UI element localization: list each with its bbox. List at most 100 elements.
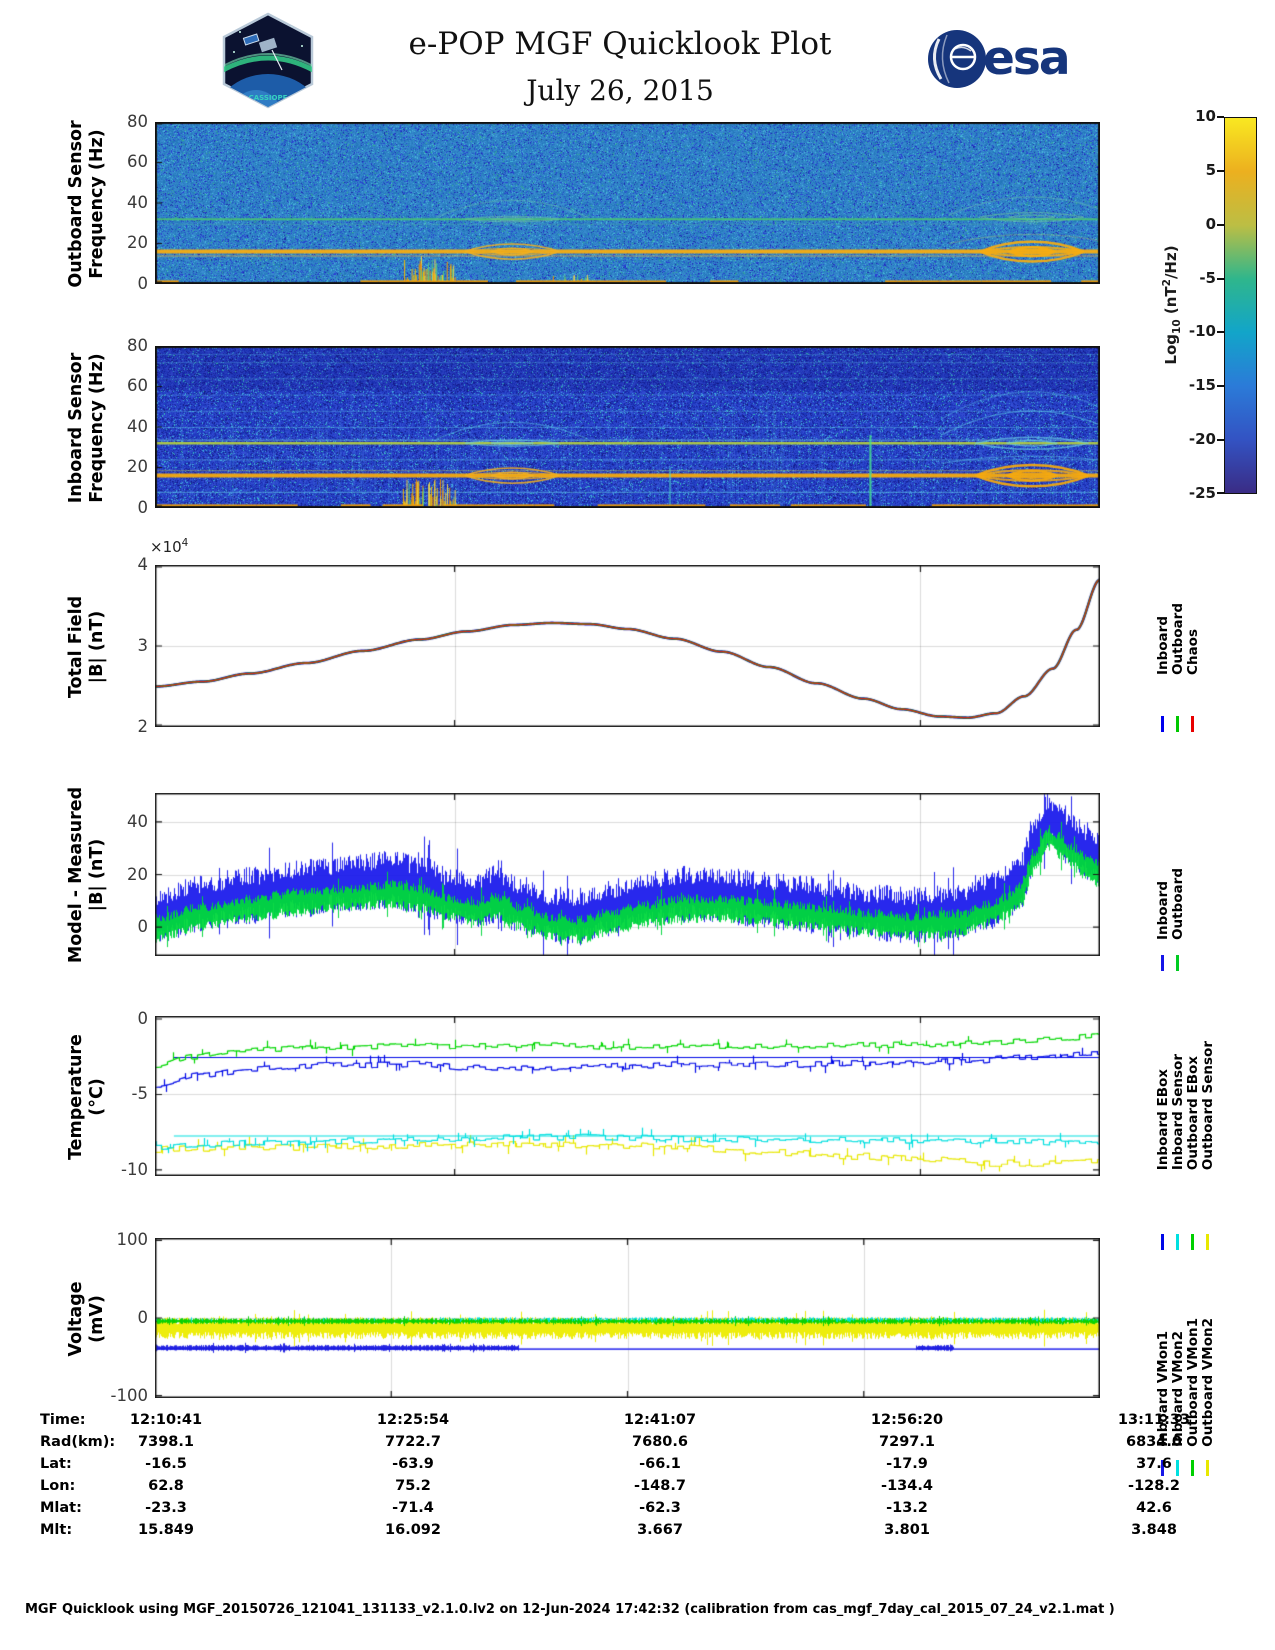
colorbar-tick — [1217, 116, 1224, 118]
ytick: 40 — [127, 193, 148, 212]
legend-entry-label: Outboard — [1169, 868, 1186, 940]
table-cell: 42.6 — [1136, 1500, 1172, 1516]
ytick: 40 — [127, 812, 148, 831]
colorbar-tick — [1217, 331, 1224, 333]
table-row-rad: Rad(km): 7398.1 7722.7 7680.6 7297.1 683… — [0, 1434, 1275, 1456]
colorbar-tick — [1217, 224, 1224, 226]
colorbar-tick — [1217, 385, 1224, 387]
ytick: 0 — [137, 1308, 149, 1327]
table-cell: 15.849 — [138, 1522, 194, 1538]
table-row-lon: Lon: 62.8 75.2 -148.7 -134.4 -128.2 — [0, 1478, 1275, 1500]
model-measured-canvas — [155, 793, 1100, 956]
colorbar-tick-label: -15 — [1188, 376, 1216, 394]
table-cell: -13.2 — [886, 1500, 928, 1516]
table-cell: 13:11:33 — [1117, 1412, 1191, 1428]
colorbar-tick — [1217, 278, 1224, 280]
legend-entry-label: Inboard — [1154, 615, 1171, 675]
table-cell: 3.848 — [1131, 1522, 1177, 1538]
colorbar-tick-label: -10 — [1188, 322, 1216, 340]
table-row-lat: Lat: -16.5 -63.9 -66.1 -17.9 37.6 — [0, 1456, 1275, 1478]
row-label: Mlat: — [40, 1500, 82, 1516]
outboard-spectrogram-canvas — [155, 122, 1100, 284]
colorbar-gradient — [1224, 117, 1257, 494]
table-cell: -148.7 — [634, 1478, 686, 1494]
legend-swatch — [1191, 1234, 1194, 1250]
ytick: 20 — [127, 457, 148, 476]
table-cell: 3.801 — [884, 1522, 930, 1538]
legend-entry-label: Outboard Sensor — [1199, 1040, 1216, 1170]
legend-swatch — [1176, 1234, 1179, 1250]
table-cell: 7722.7 — [385, 1434, 441, 1450]
table-cell: 16.092 — [385, 1522, 441, 1538]
esa-globe-icon — [928, 30, 986, 88]
model-measured-legend-swatches — [1155, 955, 1185, 971]
table-row-mlat: Mlat: -23.3 -71.4 -62.3 -13.2 42.6 — [0, 1500, 1275, 1522]
legend-entry-label: Chaos — [1184, 629, 1201, 675]
esa-logo: esa — [925, 27, 1071, 91]
ytick: 0 — [137, 917, 149, 936]
page-title: e-POP MGF Quicklook Plot — [408, 26, 832, 62]
colorbar-tick — [1217, 170, 1224, 172]
model-measured-legend: Inboard Outboard — [1155, 830, 1186, 940]
legend-swatch — [1206, 1460, 1209, 1476]
table-cell: -16.5 — [145, 1456, 187, 1472]
footer-provenance-text: MGF Quicklook using MGF_20150726_121041_… — [25, 1602, 1115, 1617]
colorbar-tick-label: -5 — [1199, 269, 1216, 287]
table-cell: -134.4 — [881, 1478, 933, 1494]
row-label: Lat: — [40, 1456, 72, 1472]
ytick: 40 — [127, 417, 148, 436]
ytick: 20 — [127, 233, 148, 252]
table-cell: -23.3 — [145, 1500, 187, 1516]
patch-text: CASSIOPE — [249, 94, 288, 102]
row-label: Time: — [40, 1412, 86, 1428]
total-field-legend-swatches — [1155, 716, 1200, 732]
legend-swatch — [1176, 955, 1179, 971]
legend-swatch — [1206, 1234, 1209, 1250]
table-cell: 12:10:41 — [129, 1412, 203, 1428]
legend-swatch — [1161, 1460, 1164, 1476]
table-cell: -62.3 — [639, 1500, 681, 1516]
table-cell: 75.2 — [395, 1478, 431, 1494]
total-field-canvas — [155, 565, 1100, 727]
ytick: 20 — [127, 865, 148, 884]
table-cell: 6834.0 — [1126, 1434, 1182, 1450]
colorbar-tick-label: 5 — [1205, 161, 1216, 179]
table-cell: 3.667 — [637, 1522, 683, 1538]
legend-entry-label: Outboard — [1169, 603, 1186, 675]
colorbar-tick-label: -20 — [1188, 430, 1216, 448]
ytick: -100 — [110, 1386, 148, 1405]
ytick: 2 — [137, 717, 149, 736]
table-cell: -17.9 — [886, 1456, 928, 1472]
legend-entry-label: Outboard EBox — [1184, 1055, 1201, 1170]
legend-entry-label: Inboard EBox — [1154, 1068, 1171, 1170]
table-cell: 7680.6 — [632, 1434, 688, 1450]
ytick: 80 — [127, 112, 148, 131]
legend-swatch — [1176, 716, 1179, 732]
table-cell: 12:41:07 — [623, 1412, 697, 1428]
colorbar-tick-label: 0 — [1205, 215, 1216, 233]
cassiope-mission-patch-icon: CASSIOPE — [222, 12, 314, 113]
colorbar-tick — [1217, 439, 1224, 441]
colorbar-axis-label: Log10 (nT2/Hz) — [1161, 245, 1183, 365]
table-cell: -71.4 — [392, 1500, 434, 1516]
ytick: 0 — [137, 274, 149, 293]
legend-swatch — [1176, 1460, 1179, 1476]
temperature-canvas — [155, 1016, 1100, 1176]
temperature-legend-swatches — [1155, 1234, 1215, 1250]
ytick: 0 — [137, 498, 149, 517]
table-cell: 7297.1 — [879, 1434, 935, 1450]
ytick: 60 — [127, 152, 148, 171]
ytick: 3 — [137, 636, 149, 655]
temperature-legend: Inboard EBox Inboard Sensor Outboard EBo… — [1154, 1020, 1216, 1170]
row-label: Rad(km): — [40, 1434, 116, 1450]
plot-date: July 26, 2015 — [526, 74, 714, 107]
voltage-canvas — [155, 1238, 1100, 1398]
voltage-legend-swatches — [1155, 1460, 1215, 1476]
legend-swatch — [1161, 716, 1164, 732]
ytick: -5 — [131, 1084, 148, 1103]
table-row-time: Time: 12:10:41 12:25:54 12:41:07 12:56:2… — [0, 1412, 1275, 1434]
legend-swatch — [1191, 716, 1194, 732]
row-label: Mlt: — [40, 1522, 73, 1538]
legend-swatch — [1191, 1460, 1194, 1476]
